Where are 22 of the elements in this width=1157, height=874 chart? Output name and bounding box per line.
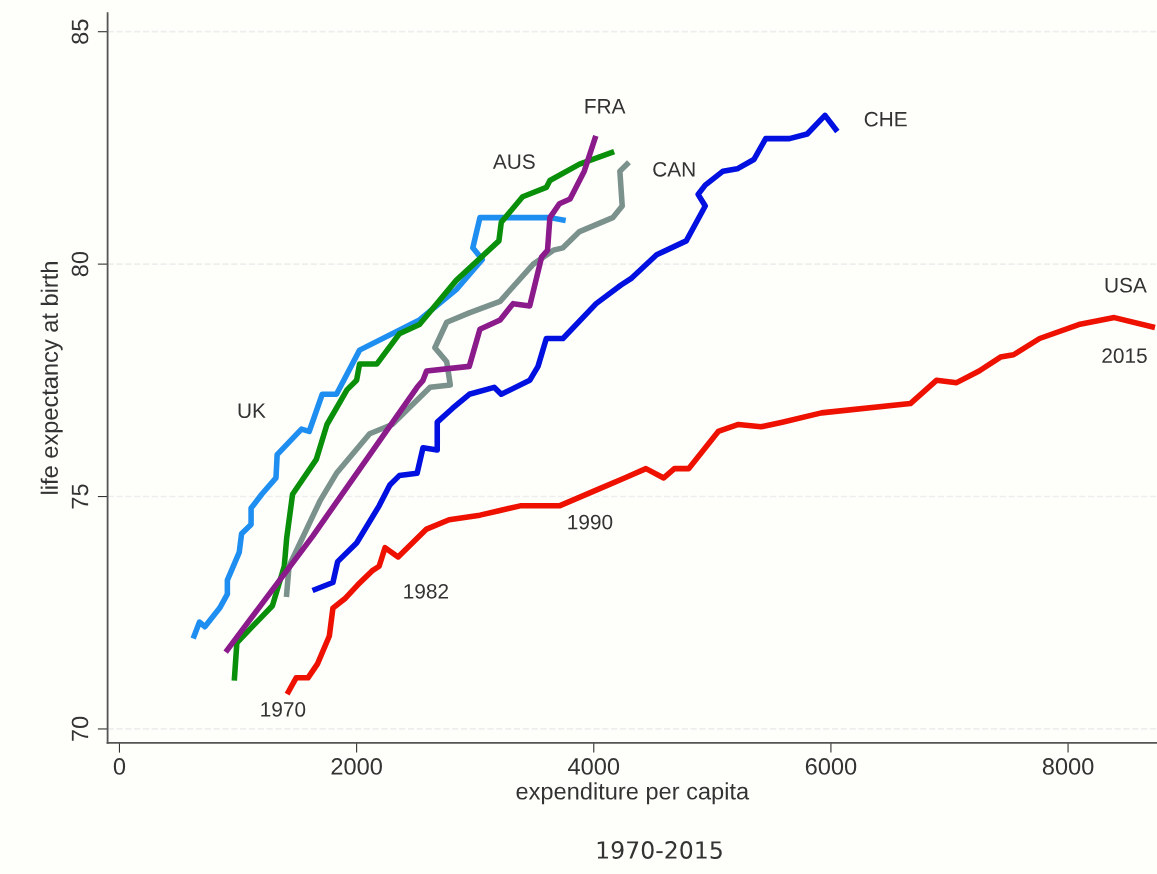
x-tick-label: 4000	[568, 758, 620, 775]
annotation: CAN	[653, 161, 695, 177]
x-tick-label: 6000	[805, 758, 857, 775]
annotation: UK	[238, 403, 266, 419]
x-tick-label: 0	[113, 758, 126, 775]
y-tick-label: 80	[71, 251, 89, 277]
x-tick-label: 8000	[1042, 758, 1094, 775]
y-tick-label: 75	[71, 484, 89, 509]
annotation: 1982	[404, 583, 449, 599]
annotation: USA	[1105, 277, 1147, 293]
annotation: 1990	[568, 514, 613, 530]
annotation: AUS	[492, 154, 535, 169]
annotation: FRA	[585, 99, 626, 114]
annotation: 2015	[1102, 348, 1147, 364]
y-axis-title: life expectancy at birth	[40, 262, 63, 494]
annotation: CHE	[864, 111, 907, 127]
annotation: 1970	[261, 702, 306, 717]
x-tick-label: 2000	[331, 758, 382, 775]
text: 1970-2015	[597, 841, 722, 859]
y-tick-label: 85	[71, 19, 89, 44]
y-tick-label: 70	[71, 716, 89, 741]
x-axis-title: expenditure per capita	[516, 782, 750, 805]
